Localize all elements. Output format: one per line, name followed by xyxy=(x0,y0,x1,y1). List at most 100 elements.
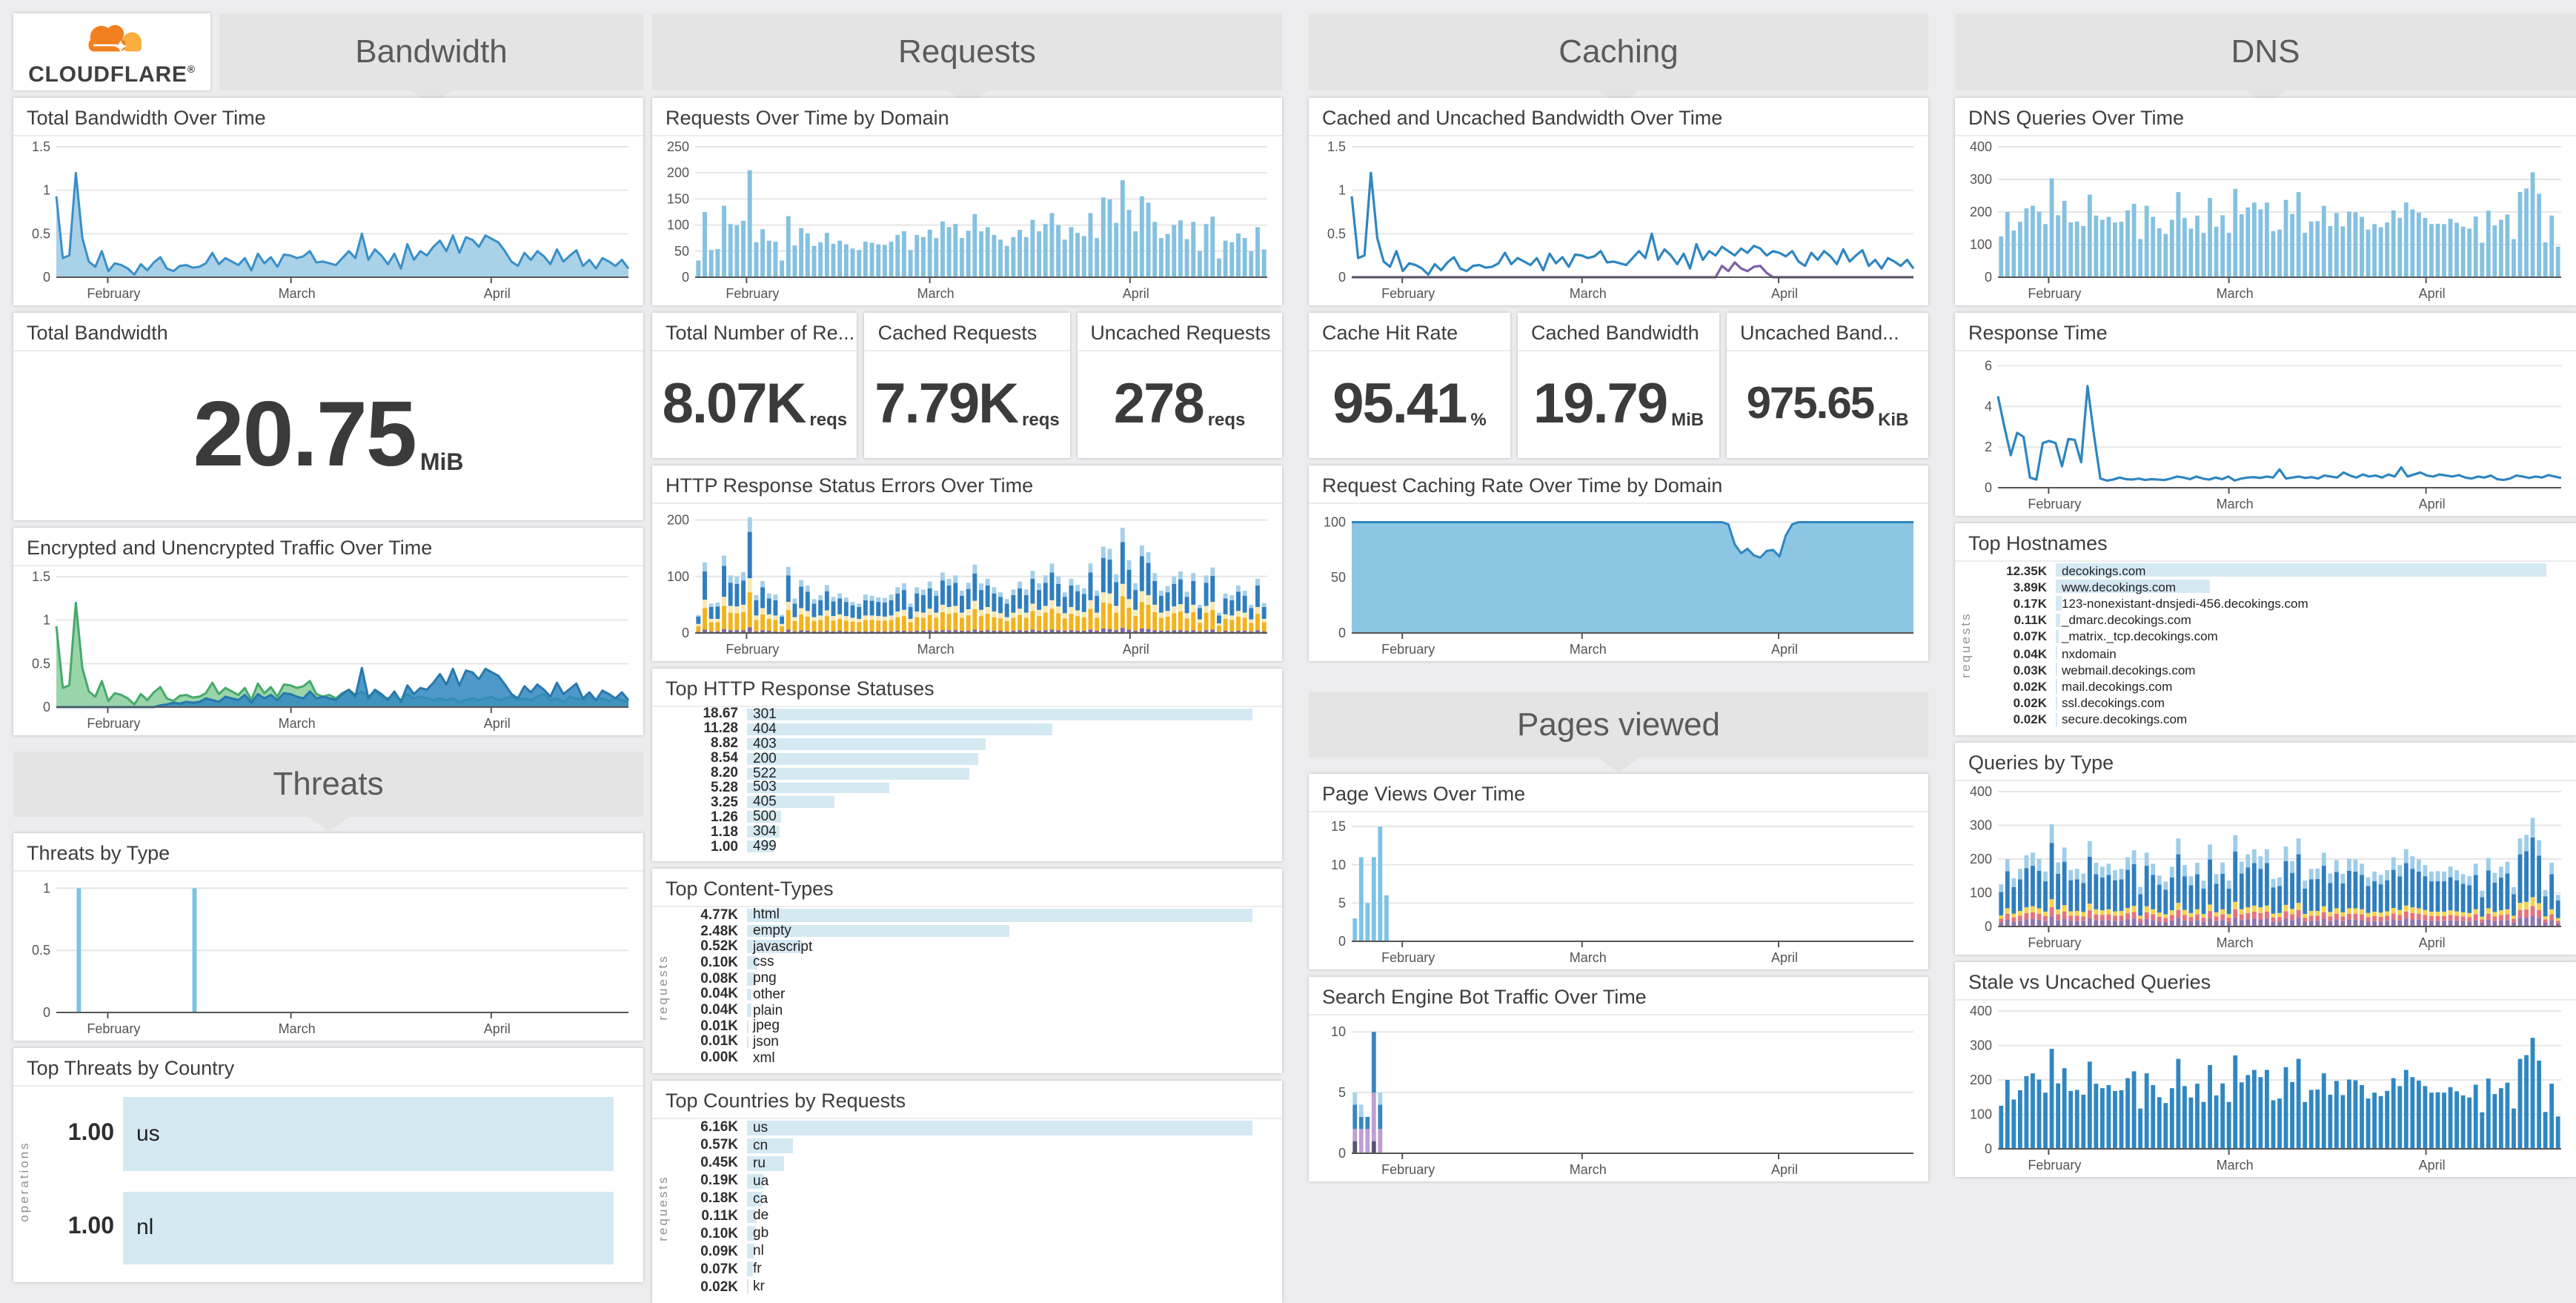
svg-text:March: March xyxy=(1570,1162,1607,1177)
list-item-bar xyxy=(747,723,1052,735)
encrypted-traffic-chart[interactable]: 0 0.5 1 1.5 February March April xyxy=(16,566,640,732)
list-item[interactable]: 1.26 500 xyxy=(676,809,1270,826)
list-item[interactable]: 0.04K nxdomain xyxy=(1979,645,2564,661)
list-item[interactable]: 0.07K _matrix._tcp.decokings.com xyxy=(1979,629,2564,645)
list-item[interactable]: 2.48K empty xyxy=(676,923,1270,939)
list-item-value: 8.82 xyxy=(711,735,738,752)
list-item[interactable]: 5.28 503 xyxy=(676,779,1270,796)
list-item[interactable]: 0.02K kr xyxy=(676,1278,1270,1296)
list-item[interactable]: 18.67 301 xyxy=(676,706,1270,723)
cached-requests-value: 7.79K reqs xyxy=(874,373,1060,435)
requests-over-time-chart[interactable]: 0 50 100 150 200 250 February March April xyxy=(655,136,1279,302)
uncached-requests-value: 278 reqs xyxy=(1113,373,1246,435)
list-item-label: de xyxy=(753,1207,769,1224)
svg-text:April: April xyxy=(1771,950,1798,965)
response-time-chart[interactable]: 0 2 4 6 February March April xyxy=(1958,351,2573,513)
section-header-threats[interactable]: Threats xyxy=(13,752,643,832)
list-item-bar-area: empty xyxy=(747,923,1270,939)
list-item[interactable]: 0.01K jpeg xyxy=(676,1018,1270,1035)
list-item[interactable]: 0.17K 123-nonexistant-dnsjedi-456.decokin… xyxy=(1979,595,2564,611)
list-item[interactable]: 0.00K xml xyxy=(676,1050,1270,1066)
list-item[interactable]: 0.10K gb xyxy=(676,1225,1270,1243)
list-item[interactable]: 0.02K ssl.decokings.com xyxy=(1979,694,2564,711)
list-item[interactable]: 0.11K _dmarc.decokings.com xyxy=(1979,611,2564,628)
list-item-bar-area: www.decokings.com xyxy=(2056,578,2564,594)
section-header-dns[interactable]: DNS xyxy=(1955,13,2576,105)
list-item[interactable]: 3.25 405 xyxy=(676,795,1270,811)
list-item-bar-area: us xyxy=(123,1095,631,1172)
total-bandwidth-chart[interactable]: 0 0.5 1 1.5 February March April xyxy=(16,136,640,302)
svg-text:April: April xyxy=(484,286,511,301)
cached-bandwidth-value: 19.79 MiB xyxy=(1533,373,1704,435)
chart-svg: 0 0.5 1 1.5 February March April xyxy=(32,139,630,301)
list-item[interactable]: 0.01K json xyxy=(676,1034,1270,1050)
list-item[interactable]: 8.20 522 xyxy=(676,765,1270,781)
card-title: Threats by Type xyxy=(13,833,643,872)
list-item[interactable]: 1.00 499 xyxy=(676,838,1270,855)
list-item[interactable]: 1.18 304 xyxy=(676,823,1270,840)
svg-text:February: February xyxy=(1381,1162,1435,1177)
card-total-requests: Total Number of Re... 8.07K reqs xyxy=(652,313,857,458)
list-item[interactable]: 0.02K mail.decokings.com xyxy=(1979,678,2564,694)
list-item[interactable]: 11.28 404 xyxy=(676,721,1270,737)
svg-text:200: 200 xyxy=(667,165,689,180)
queries-by-type-chart[interactable]: 0 100 200 300 400 February March April xyxy=(1958,781,2573,952)
list-item[interactable]: 0.03K webmail.decokings.com xyxy=(1979,661,2564,677)
section-header-bandwidth[interactable]: Bandwidth xyxy=(219,13,643,105)
cloudflare-logo[interactable]: CLOUDFLARE® xyxy=(13,13,210,90)
section-header-caching[interactable]: Caching xyxy=(1309,13,1928,105)
list-item[interactable]: 0.07K fr xyxy=(676,1261,1270,1279)
list-item-bar-area: html xyxy=(747,907,1270,924)
stale-uncached-chart[interactable]: 0 100 200 300 400 February March April xyxy=(1958,1001,2573,1174)
list-item[interactable]: 6.16K us xyxy=(676,1119,1270,1137)
section-header-requests[interactable]: Requests xyxy=(652,13,1282,105)
list-item[interactable]: 4.77K html xyxy=(676,907,1270,924)
svg-text:February: February xyxy=(87,1021,140,1036)
svg-text:100: 100 xyxy=(667,218,689,233)
list-item[interactable]: 0.08K png xyxy=(676,970,1270,987)
list-item[interactable]: 0.04K plain xyxy=(676,1002,1270,1018)
list-item-bar xyxy=(2056,629,2059,644)
svg-text:1: 1 xyxy=(43,613,50,628)
list-item[interactable]: 3.89K www.decokings.com xyxy=(1979,578,2564,594)
top-threats-by-country-list: operations 1.00 us 1.00 nl xyxy=(13,1087,631,1275)
list-item[interactable]: 0.10K css xyxy=(676,955,1270,971)
column-requests: Requests Requests Over Time by Domain 0 5… xyxy=(652,13,1282,1303)
list-item[interactable]: 0.02K secure.decokings.com xyxy=(1979,712,2564,728)
list-item[interactable]: 12.35K decokings.com xyxy=(1979,562,2564,578)
list-item-bar-area: us xyxy=(747,1119,1270,1137)
list-item[interactable]: 1.00 us xyxy=(37,1095,631,1172)
chart-svg: 0 100 200 300 400 February March April xyxy=(1970,139,2561,301)
card-top-countries: Top Countries by Requests requests 6.16K u… xyxy=(652,1081,1282,1303)
list-item-value: 0.04K xyxy=(2013,646,2047,661)
column-caching: Caching Cached and Uncached Bandwidth Ov… xyxy=(1309,13,1928,1181)
section-header-pages-viewed[interactable]: Pages viewed xyxy=(1309,692,1928,772)
list-item-label: plain xyxy=(753,1002,783,1019)
threats-by-type-chart[interactable]: 0 0.5 1 February March April xyxy=(16,872,640,1038)
page-views-chart[interactable]: 0 5 10 15 February March April xyxy=(1312,812,1925,967)
list-item-label: us xyxy=(136,1121,160,1147)
list-item[interactable]: 8.82 403 xyxy=(676,735,1270,752)
list-item[interactable]: 0.45K ru xyxy=(676,1155,1270,1173)
list-item[interactable]: 1.00 nl xyxy=(37,1190,631,1266)
card-top-threats-by-country: Top Threats by Country operations 1.00 us 1… xyxy=(13,1048,643,1282)
list-item-label: 503 xyxy=(753,779,777,796)
list-item[interactable]: 0.18K ca xyxy=(676,1190,1270,1207)
list-item[interactable]: 8.54 200 xyxy=(676,750,1270,766)
dns-queries-chart[interactable]: 0 100 200 300 400 February March April xyxy=(1958,136,2573,302)
list-item[interactable]: 0.04K other xyxy=(676,987,1270,1003)
bot-traffic-chart[interactable]: 0 5 10 February March April xyxy=(1312,1015,1925,1178)
list-item-value: 0.02K xyxy=(2013,695,2047,711)
http-errors-chart[interactable]: 0 100 200 February March April xyxy=(655,504,1279,658)
list-item[interactable]: 0.09K nl xyxy=(676,1243,1270,1261)
card-uncached-bandwidth: Uncached Band... 975.65 KiB xyxy=(1727,313,1928,458)
svg-text:200: 200 xyxy=(1970,205,1992,219)
column-dns: DNS DNS Queries Over Time 0 100 200 300 400 F… xyxy=(1955,13,2576,1177)
caching-rate-chart[interactable]: 0 50 100 February March April xyxy=(1312,504,1925,658)
list-item[interactable]: 0.57K cn xyxy=(676,1137,1270,1155)
list-item[interactable]: 0.11K de xyxy=(676,1207,1270,1225)
cached-uncached-bw-chart[interactable]: 0 0.5 1 1.5 February March April xyxy=(1312,136,1925,302)
list-item[interactable]: 0.19K ua xyxy=(676,1172,1270,1190)
list-item[interactable]: 0.52K javascript xyxy=(676,939,1270,955)
svg-text:2: 2 xyxy=(1985,440,1992,454)
